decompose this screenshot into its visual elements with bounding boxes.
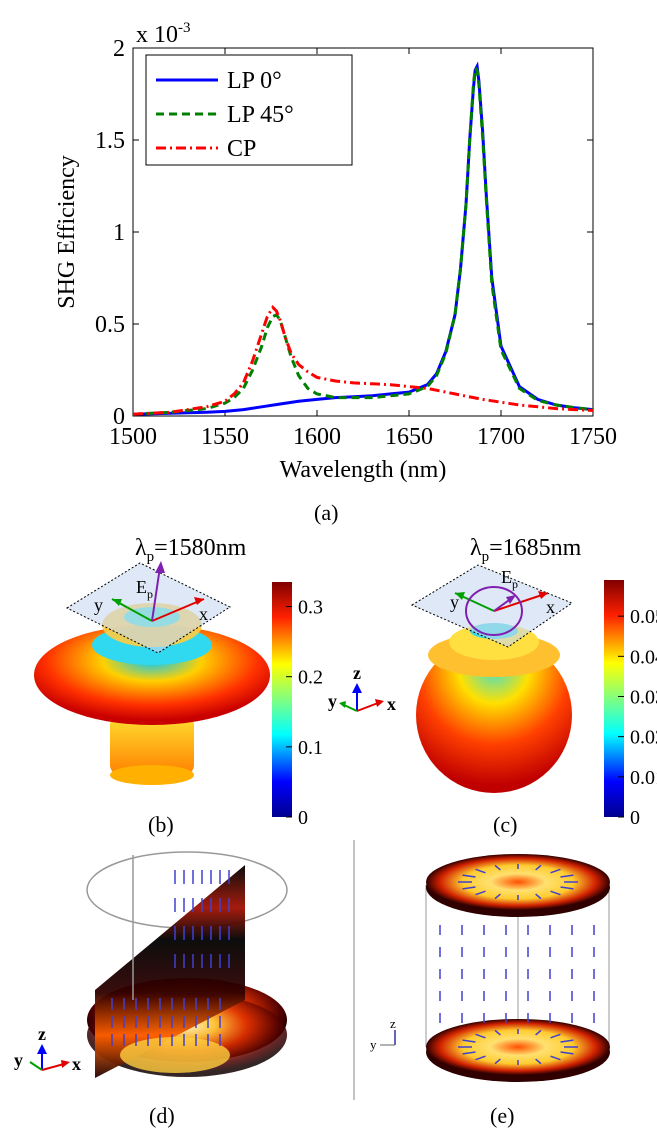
field-arrow	[550, 1055, 561, 1061]
legend-label-lp45: LP 45°	[227, 102, 294, 128]
colorbar-tick-label: 0.04	[630, 646, 657, 668]
field-arrow	[535, 864, 542, 871]
triad-d-y: y	[14, 1050, 23, 1070]
x-axis-label: Wavelength (nm)	[280, 457, 447, 483]
axes-triad-d: z x y	[14, 1024, 81, 1074]
y-axis-label: SHG Efficiency	[54, 155, 80, 309]
x-tick-label: 1650	[385, 424, 433, 450]
colorbar-tick-label: 0.05	[630, 606, 657, 628]
field-arrow	[494, 893, 501, 900]
field-arrow	[494, 1029, 501, 1036]
colorbar-tick-label: 0.03	[630, 686, 657, 708]
axis-ticks: 1500 1550 1600 1650 1700 1750 0 0.5 1 1.5 2	[95, 36, 617, 450]
field-arrow	[462, 1051, 476, 1055]
colorbar-tick-label: 0.1	[298, 737, 323, 759]
polarization-plane-b: x y Ep	[65, 561, 232, 654]
field-arrows-e	[439, 864, 595, 1065]
field-arrow	[550, 890, 561, 896]
field-arrow	[475, 890, 486, 896]
series-line-1	[133, 64, 593, 416]
x-tick-label: 1600	[293, 424, 341, 450]
axis-x-label-b: x	[199, 604, 208, 624]
colorbar-b	[272, 582, 292, 817]
field-arrow	[560, 874, 574, 878]
triad-z: z	[353, 663, 361, 683]
y-tick-label: 0	[113, 404, 125, 430]
y-tick-label: 1	[113, 220, 125, 246]
colorbar-b-ticks: 0.3 0.2 0.1 0	[286, 597, 323, 829]
field-label-c: Ep	[501, 567, 518, 591]
field-arrow	[462, 874, 476, 878]
colorbar-tick-label: 0.02	[630, 727, 657, 749]
colorbar-c-ticks: 0.05 0.04 0.03 0.02 0.01 0	[618, 606, 657, 829]
colorbar-tick-label: 0	[630, 807, 640, 829]
series-line-2	[133, 304, 593, 416]
field-arrow	[550, 1033, 561, 1039]
x-tick-label: 1550	[201, 424, 249, 450]
field-label-b: Ep	[136, 577, 153, 601]
y-multiplier-exponent: -3	[178, 20, 191, 36]
panel-label-c: (c)	[493, 812, 518, 837]
triad-x: x	[387, 694, 396, 714]
field-arrow	[475, 868, 486, 874]
panel-label-a: (a)	[314, 500, 339, 525]
colorbar-tick-label: 0.3	[298, 597, 323, 619]
field-arrow	[560, 886, 574, 890]
panel-label-b: (b)	[148, 812, 174, 837]
shg-efficiency-chart: 1500 1550 1600 1650 1700 1750 0 0.5 1 1.5 2 SHG Ef…	[54, 20, 617, 483]
series-lines	[133, 61, 593, 416]
triad-d-x: x	[72, 1054, 81, 1074]
y-multiplier: x 10-3	[136, 20, 191, 48]
field-arrow	[535, 893, 542, 900]
colorbar-tick-label: 0	[298, 807, 308, 829]
x-tick-label: 1500	[109, 424, 157, 450]
axis-y-label-b: y	[94, 595, 103, 615]
panel-label-e: (e)	[490, 1103, 515, 1128]
field-arrow	[560, 1039, 574, 1043]
x-tick-label: 1700	[477, 424, 525, 450]
x-tick-label: 1750	[569, 424, 617, 450]
colorbar-tick-label: 0.2	[298, 667, 323, 689]
field-arrow	[494, 864, 501, 871]
field-arrow	[475, 1033, 486, 1039]
legend-label-lp0: LP 0°	[227, 68, 282, 94]
colorbar-c	[604, 580, 624, 817]
y-tick-label: 0.5	[95, 312, 125, 338]
near-field-map-d	[86, 851, 288, 1078]
near-field-panels: z x y z y	[14, 840, 610, 1100]
y-tick-label: 2	[113, 36, 125, 62]
triad-y: y	[328, 691, 337, 711]
axis-x-label-c: x	[546, 597, 555, 617]
triad-d-z: z	[38, 1024, 46, 1044]
colorbar-tick-label: 0.01	[630, 767, 657, 789]
field-arrow	[535, 1029, 542, 1036]
field-arrow	[550, 868, 561, 874]
lambda-title-c: λp=1685nm	[470, 535, 582, 565]
triad-e-z: z	[390, 1016, 396, 1031]
panel-label-d: (d)	[149, 1103, 175, 1128]
legend: LP 0° LP 45° CP	[145, 54, 353, 166]
radiation-pattern-c	[416, 623, 572, 793]
field-arrow	[462, 1039, 476, 1043]
field-arrow	[494, 1058, 501, 1065]
near-field-map-e	[425, 854, 610, 1082]
axis-y-label-c: y	[450, 592, 459, 612]
lambda-title-b: λp=1580nm	[135, 535, 247, 565]
polarization-plane-c: x y Ep	[410, 564, 574, 648]
field-arrow	[560, 1051, 574, 1055]
axes-triad-center: z x y	[328, 663, 396, 714]
field-arrow	[535, 1058, 542, 1065]
field-arrows-d	[111, 870, 230, 1046]
legend-label-cp: CP	[227, 136, 256, 162]
triad-e-y: y	[370, 1037, 377, 1052]
field-arrow	[462, 886, 476, 890]
far-field-panels: λp=1580nm x y Ep 0.30.20.10 z x y λp=168	[34, 535, 657, 829]
y-tick-label: 1.5	[95, 128, 125, 154]
field-arrow	[475, 1055, 486, 1061]
axes-triad-e: z y	[370, 1016, 396, 1052]
